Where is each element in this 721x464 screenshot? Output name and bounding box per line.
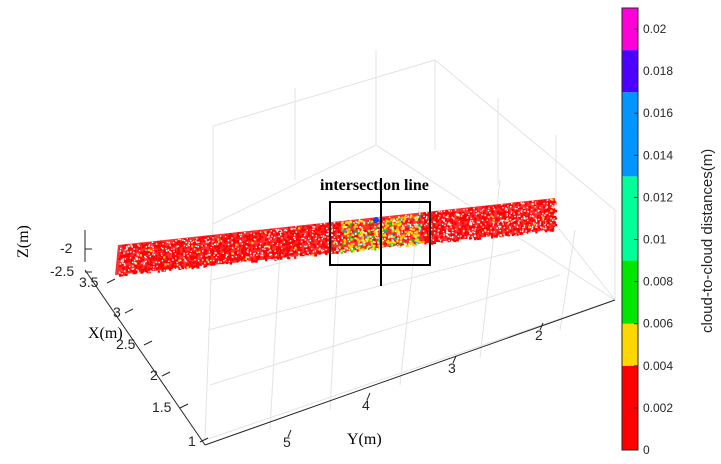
x-tick-label: 3: [113, 304, 121, 320]
grid-line: [204, 299, 616, 441]
colorbar: 0 0.002 0.004 0.006 0.008 0.01 0.012 0.014 0.016…: [621, 7, 673, 457]
z-tick-label: -2: [60, 240, 73, 256]
colorbar-bin: [622, 365, 638, 450]
x-tick-label: 1: [188, 433, 196, 449]
colorbar-tick-label: 0.01: [643, 233, 667, 247]
x-axis-line: [84, 269, 206, 446]
point-cloud-blue-point: [373, 217, 379, 223]
y-tick: [366, 392, 371, 401]
colorbar-bin: [622, 323, 638, 366]
grid-line: [209, 274, 561, 386]
x-tick: [143, 340, 153, 346]
colorbar-tick-label: 0.018: [643, 64, 673, 78]
colorbar-tick-label: 0.014: [643, 148, 673, 162]
y-tick: [287, 429, 292, 438]
x-tick-label: 2.5: [116, 336, 136, 352]
y-tick: [452, 355, 457, 364]
colorbar-bin: [622, 92, 638, 177]
z-axis-label: Z(m): [15, 225, 32, 258]
colorbar-label: cloud-to-cloud distances(m): [699, 149, 716, 333]
intersection-line-label: intersection line: [320, 177, 429, 194]
y-tick: [539, 322, 544, 331]
x-tick-label: 2: [150, 367, 158, 383]
x-tick: [124, 308, 134, 314]
axes: 1 1.5 2 2.5 3 3.5 2 3 4 5 -2 -2.5: [50, 230, 616, 450]
x-tick: [161, 371, 171, 377]
colorbar-tick-label: 0.02: [643, 22, 667, 36]
grid-line: [555, 224, 616, 301]
y-tick-label: 2: [535, 327, 543, 343]
colorbar-tick-label: 0.006: [643, 317, 673, 331]
point-cloud-points: [118, 198, 558, 277]
z-tick-label: -2.5: [50, 263, 74, 279]
grid-line: [212, 144, 377, 225]
grid-line: [434, 59, 616, 211]
colorbar-bin: [622, 8, 638, 51]
grid-line: [212, 59, 436, 127]
grid-lines: [204, 50, 616, 441]
grid-line: [207, 249, 521, 331]
colorbar-bin: [622, 260, 638, 324]
colorbar-tick-label: 0.012: [643, 190, 673, 204]
y-tick-label: 4: [362, 397, 370, 413]
colorbar-tick-label: 0.002: [643, 401, 673, 415]
x-axis-label: X(m): [88, 325, 123, 342]
y-tick-label: 5: [283, 434, 291, 450]
colorbar-tick-label: 0.016: [643, 106, 673, 120]
point-cloud-gaps: [118, 198, 556, 275]
x-tick-label: 1.5: [152, 399, 172, 415]
x-tick: [199, 437, 209, 443]
colorbar-tick-label: 0.004: [643, 359, 673, 373]
colorbar-bin: [622, 50, 638, 93]
colorbar-tick-label: 0.008: [643, 275, 673, 289]
y-axis-line: [204, 299, 616, 446]
colorbar-frame: [621, 7, 639, 451]
x-tick-label: 3.5: [79, 274, 99, 290]
colorbar-tick-label: 0: [643, 443, 650, 457]
point-cloud: [115, 198, 558, 277]
grid-line: [269, 249, 281, 431]
x-tick: [106, 278, 116, 284]
y-tick-label: 3: [448, 360, 456, 376]
x-tick: [179, 403, 189, 409]
colorbar-bin: [622, 176, 638, 261]
y-axis-label: Y(m): [347, 431, 382, 448]
